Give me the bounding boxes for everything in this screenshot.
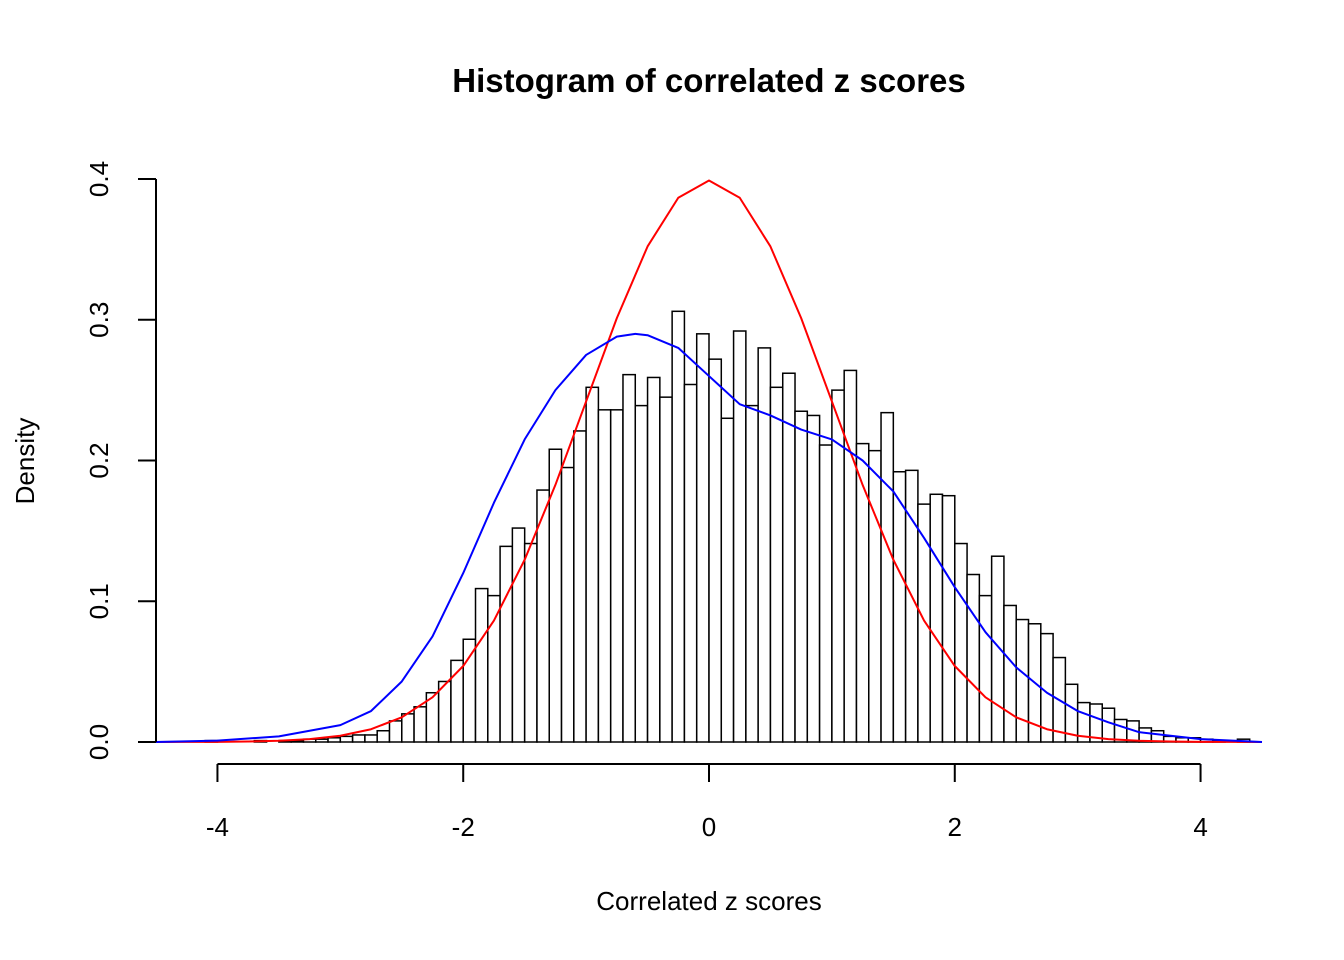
normal-density-curve: [155, 179, 1263, 743]
histogram-bar: [868, 449, 882, 743]
y-axis-label: Density: [10, 418, 40, 505]
histogram-bar: [708, 358, 723, 743]
histogram-bar: [339, 735, 354, 743]
histogram-bar: [585, 386, 600, 743]
histogram-bar: [941, 494, 956, 743]
histogram-bar: [757, 347, 772, 743]
histogram-bar: [843, 369, 858, 743]
histogram-bar: [794, 410, 809, 743]
x-axis: -4 -2 0 2 4: [206, 763, 1208, 842]
histogram-bar: [499, 545, 514, 743]
histogram-bar: [769, 386, 784, 743]
histogram-bar: [523, 542, 538, 743]
histogram-bar: [609, 409, 624, 743]
chart-title: Histogram of correlated z scores: [452, 62, 966, 99]
histogram-bar: [364, 734, 378, 743]
histogram-bar: [560, 466, 575, 743]
histogram-bar: [695, 333, 710, 743]
histogram-bar: [978, 594, 993, 743]
x-tick-label: 4: [1193, 812, 1207, 842]
histogram-bar: [781, 372, 796, 743]
histogram-bar: [646, 376, 661, 743]
histogram-bar: [1101, 707, 1116, 743]
histogram-bar: [880, 411, 895, 743]
y-tick-label: 0.1: [84, 583, 114, 619]
histogram-bar: [351, 734, 366, 743]
y-tick-label: 0.0: [84, 724, 114, 760]
histogram-bar: [671, 310, 686, 743]
histogram-bar: [413, 706, 428, 743]
x-tick-label: -4: [206, 812, 229, 842]
histogram-bars: [204, 310, 1251, 743]
histogram-bar: [818, 444, 833, 743]
x-tick-label: -2: [452, 812, 475, 842]
histogram-bar: [954, 542, 968, 743]
histogram-bar: [376, 729, 391, 743]
histogram-bar: [487, 594, 501, 743]
histogram-bar: [474, 587, 489, 743]
histogram-bar: [1003, 604, 1017, 743]
histogram-bar: [1040, 632, 1054, 743]
histogram-bar: [573, 430, 587, 743]
histogram-bar: [659, 396, 673, 743]
density-curves: [155, 179, 1263, 743]
histogram-bar: [855, 442, 870, 743]
x-tick-label: 0: [702, 812, 716, 842]
histogram-bar: [388, 720, 403, 743]
y-tick-label: 0.4: [84, 161, 114, 197]
histogram-bar: [990, 555, 1005, 743]
histogram-bar: [622, 373, 637, 743]
y-tick-label: 0.3: [84, 302, 114, 338]
histogram-bar: [315, 738, 329, 743]
histogram-bar: [683, 383, 698, 743]
histogram-bar: [401, 713, 415, 743]
y-axis: 0.0 0.1 0.2 0.3 0.4: [84, 161, 157, 760]
histogram-bar: [892, 471, 907, 743]
histogram-bar: [917, 503, 931, 743]
histogram-bar: [634, 404, 649, 743]
histogram-bar: [732, 330, 747, 743]
histogram-bar: [745, 404, 759, 743]
y-tick-label: 0.2: [84, 442, 114, 478]
histogram-bar: [929, 493, 944, 743]
x-axis-label: Correlated z scores: [596, 886, 821, 916]
histogram-bar: [462, 638, 477, 743]
histogram-bar: [720, 417, 735, 743]
kernel-density-curve: [155, 332, 1263, 743]
x-tick-label: 2: [948, 812, 962, 842]
histogram-bar: [597, 409, 612, 743]
histogram-bar: [1089, 703, 1103, 743]
histogram-bar: [806, 414, 821, 743]
histogram-bar: [327, 737, 342, 743]
histogram-bar: [966, 573, 981, 743]
histogram-bar: [1015, 618, 1030, 743]
histogram-bar: [511, 527, 526, 743]
